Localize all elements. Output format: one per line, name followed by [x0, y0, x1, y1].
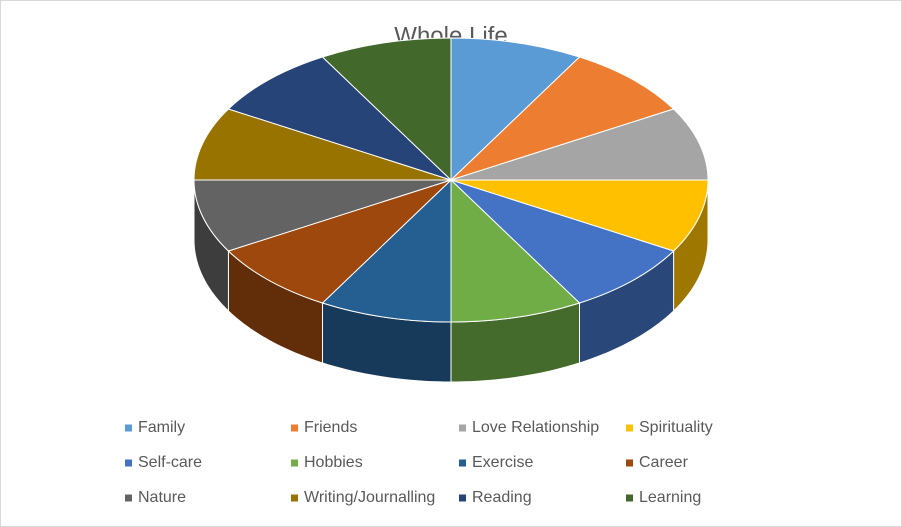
pie-slice	[321, 178, 452, 323]
legend-label: Love Relationship	[472, 419, 599, 436]
legend-swatch	[125, 424, 132, 432]
legend-swatch	[291, 459, 298, 467]
pie-slice	[450, 56, 675, 181]
legend-label: Writing/Journalling	[304, 489, 435, 506]
pie-slice	[450, 178, 581, 323]
legend-swatch	[626, 459, 633, 467]
legend-label: Exercise	[472, 454, 533, 471]
legend-label: Career	[639, 454, 689, 471]
pie-slice	[321, 37, 452, 182]
legend-swatch	[626, 494, 633, 502]
pie-slice	[450, 37, 581, 182]
legend-swatch	[291, 494, 298, 502]
legend-label: Reading	[472, 489, 532, 506]
pie-slice	[227, 179, 452, 304]
legend-swatch	[291, 424, 298, 432]
legend-swatch	[459, 494, 466, 502]
pie-slice	[450, 179, 709, 252]
legend-swatch	[626, 424, 633, 432]
legend-swatch	[459, 459, 466, 467]
pie-slice	[450, 179, 675, 304]
legend-label: Spirituality	[639, 419, 713, 436]
pie-slice	[193, 108, 452, 181]
legend-swatch	[125, 494, 132, 502]
legend-label: Friends	[304, 419, 357, 436]
legend-label: Family	[138, 419, 185, 436]
legend-label: Learning	[639, 489, 701, 506]
pie-slice	[227, 56, 452, 181]
legend-swatch	[459, 424, 466, 432]
pie-slice	[193, 179, 452, 252]
legend-swatch	[125, 459, 132, 467]
legend-label: Nature	[138, 489, 186, 506]
legend-label: Hobbies	[304, 454, 363, 471]
legend-label: Self-care	[138, 454, 202, 471]
pie-slice	[450, 108, 709, 181]
